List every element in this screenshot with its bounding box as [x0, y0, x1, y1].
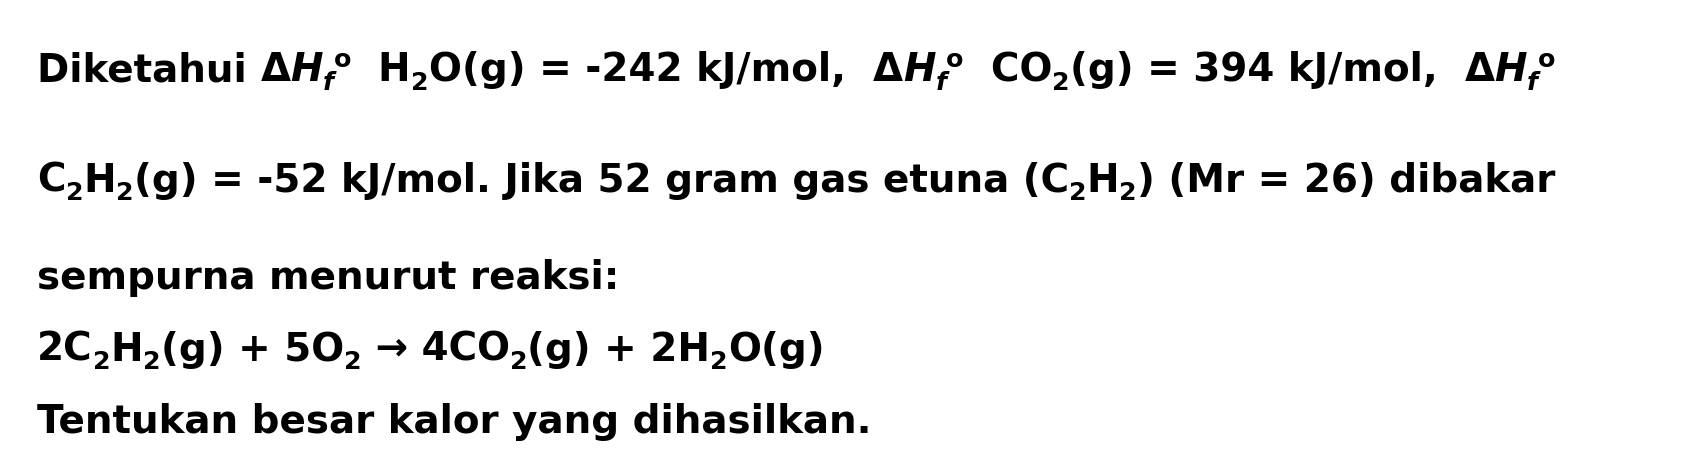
Text: f: f [322, 70, 334, 95]
Text: Tentukan besar kalor yang dihasilkan.: Tentukan besar kalor yang dihasilkan. [37, 403, 871, 441]
Text: o: o [334, 48, 351, 72]
Text: O(g): O(g) [728, 331, 824, 369]
Text: o: o [1538, 48, 1556, 72]
Text: 2: 2 [1069, 181, 1087, 205]
Text: CO: CO [964, 51, 1052, 89]
Text: sempurna menurut reaksi:: sempurna menurut reaksi: [37, 258, 619, 297]
Text: H: H [1087, 161, 1119, 200]
Text: 2: 2 [116, 181, 133, 205]
Text: (g) + 2H: (g) + 2H [527, 331, 711, 369]
Text: 2: 2 [66, 181, 83, 205]
Text: f: f [935, 70, 947, 95]
Text: H: H [351, 51, 410, 89]
Text: Diketahui: Diketahui [37, 51, 260, 89]
Text: o: o [947, 48, 964, 72]
Text: 2C: 2C [37, 331, 93, 369]
Text: f: f [1528, 70, 1538, 95]
Text: Δ: Δ [1465, 51, 1494, 89]
Text: 2: 2 [1119, 181, 1136, 205]
Text: 2: 2 [510, 350, 527, 374]
Text: Δ: Δ [873, 51, 903, 89]
Text: ) (Mr = 26) dibakar: ) (Mr = 26) dibakar [1136, 161, 1555, 200]
Text: H: H [110, 331, 143, 369]
Text: 2: 2 [143, 350, 160, 374]
Text: → 4CO: → 4CO [361, 331, 510, 369]
Text: (g) + 5O: (g) + 5O [160, 331, 344, 369]
Text: H: H [83, 161, 116, 200]
Text: 2: 2 [711, 350, 728, 374]
Text: O(g) = -242 kJ/mol,: O(g) = -242 kJ/mol, [429, 51, 873, 89]
Text: 2: 2 [344, 350, 361, 374]
Text: Δ: Δ [260, 51, 290, 89]
Text: (g) = 394 kJ/mol,: (g) = 394 kJ/mol, [1070, 51, 1465, 89]
Text: 2: 2 [410, 70, 429, 95]
Text: H: H [903, 51, 935, 89]
Text: 2: 2 [1052, 70, 1070, 95]
Text: H: H [1494, 51, 1528, 89]
Text: H: H [290, 51, 322, 89]
Text: (g) = -52 kJ/mol. Jika 52 gram gas etuna (C: (g) = -52 kJ/mol. Jika 52 gram gas etuna… [133, 161, 1069, 200]
Text: 2: 2 [93, 350, 110, 374]
Text: C: C [37, 161, 66, 200]
